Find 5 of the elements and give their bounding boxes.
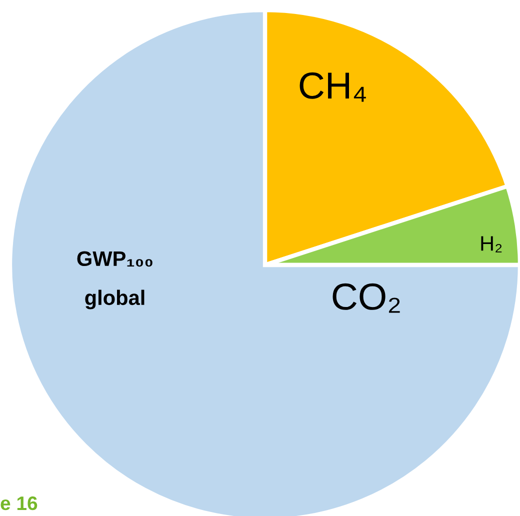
slice-label: CH₄ bbox=[300, 72, 366, 102]
slice-label: H₂ bbox=[481, 236, 502, 252]
slice-label: CO₂ bbox=[332, 283, 400, 313]
text: e 16 bbox=[0, 496, 38, 510]
text: GWP₁₀₀ global bbox=[77, 251, 152, 310]
